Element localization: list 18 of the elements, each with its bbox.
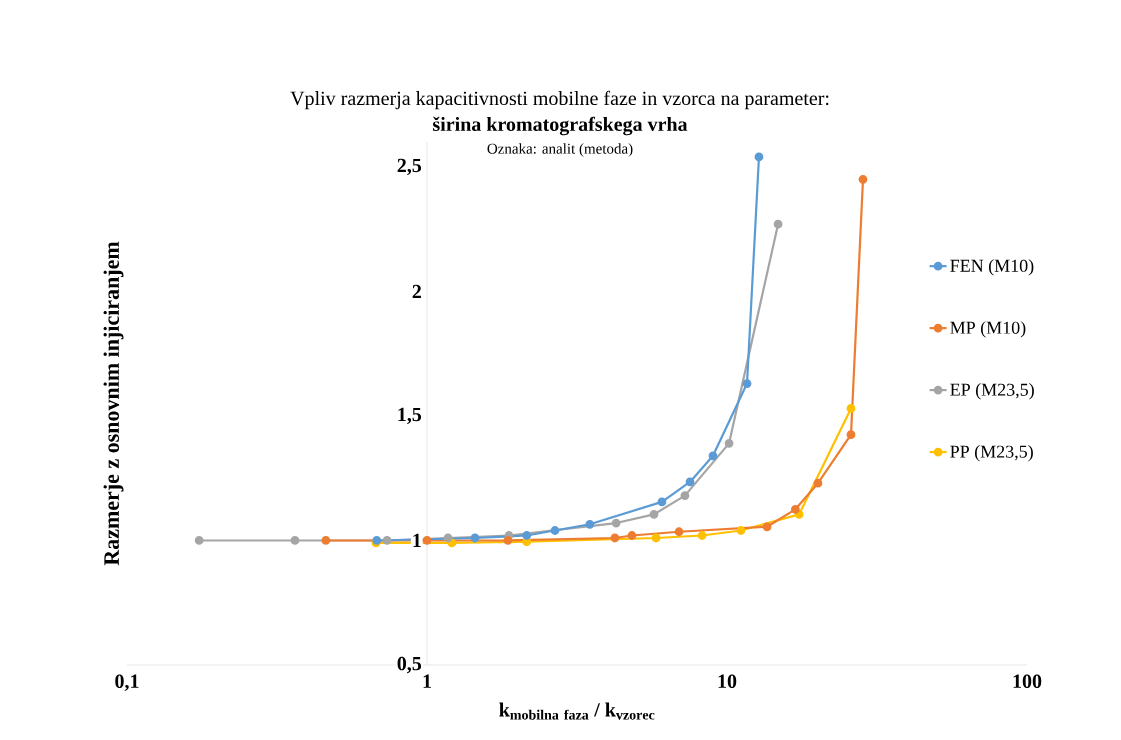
x-tick-label: 10 — [718, 674, 737, 689]
annotation: Oznaka: analit (metoda) — [487, 143, 633, 157]
x-axis-title: $\mathbf{k}_{\mathbf{mobilna\ faza}}\mbox{\bfseries\ /\ }\mathbf{k}_{\mathbf{vzorec}}$ — [499, 702, 655, 720]
y-tick-label: 2,5 — [397, 158, 422, 176]
chart-subtitle: širina kromatografskega vrha — [433, 116, 688, 136]
legend-label: FEN (M10) — [950, 259, 1034, 276]
y-tick-label: 1,5 — [398, 407, 422, 425]
chart-title: Vpliv razmerja kapacitivnosti mobilne faze in vzorca na parameter: — [290, 90, 829, 110]
x-tick-label: 100 — [1013, 674, 1042, 689]
legend-label: PP (M23,5) — [950, 445, 1033, 462]
y-tick-label: 0,5 — [397, 656, 422, 674]
y-tick-label: 1 — [413, 533, 421, 548]
legend-label: MP (M10) — [950, 321, 1026, 338]
x-tick-label: 0,1 — [115, 674, 139, 691]
x-tick-label: 1 — [423, 674, 431, 688]
y-tick-label: 2 — [412, 284, 421, 299]
legend-label: EP (M23,5) — [950, 383, 1034, 400]
y-axis-title: Razmerje z osnovnim injiciranjem — [103, 241, 124, 566]
